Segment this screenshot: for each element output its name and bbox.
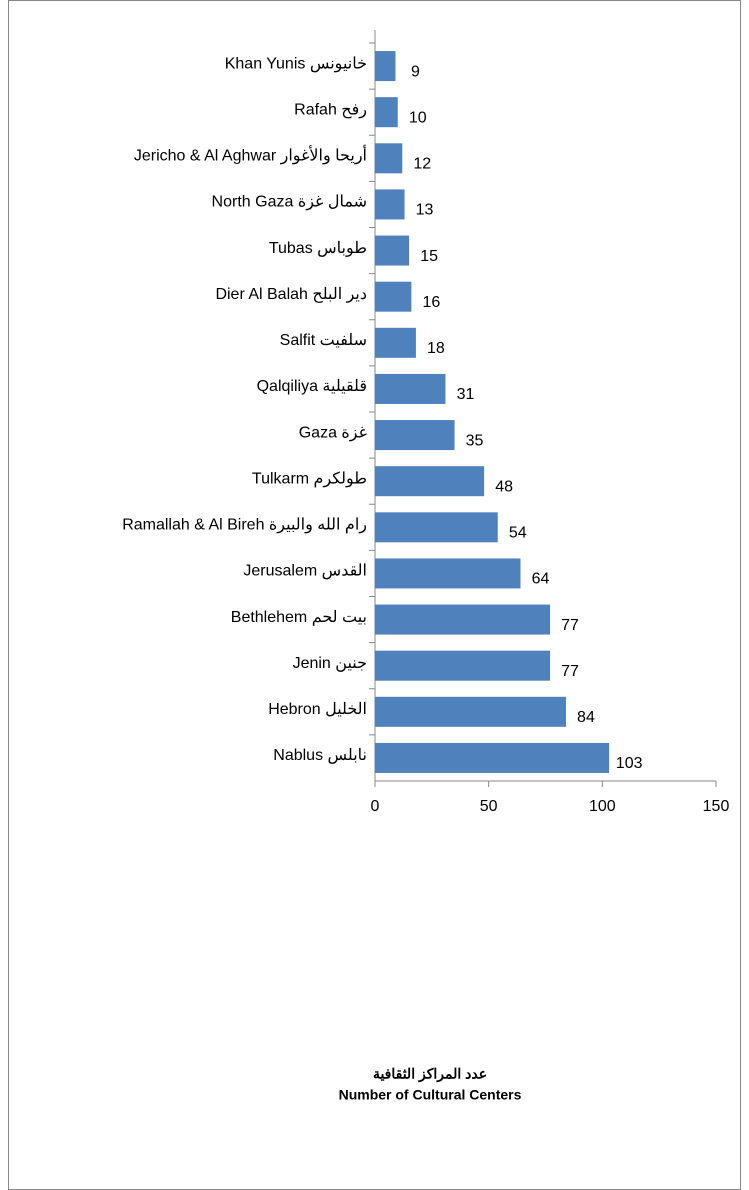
bar [375,143,403,174]
bar [375,51,396,82]
x-tick-label: 0 [371,798,380,815]
data-label: 48 [495,478,513,495]
bar [375,742,610,773]
y-tick-label: Ramallah & Al Bireh رام الله والبيرة [122,517,367,534]
y-tick-label: Bethlehem بيت لحم [231,609,367,626]
y-tick-label: Qalqiliya قلقيلية [257,378,367,395]
y-tick-label: Jericho & Al Aghwar أريحا والأغوار [134,145,367,165]
x-axis-label: Number of Cultural Centers [339,1087,522,1103]
data-label: 15 [420,248,438,265]
y-tick-label: Jenin جنين [293,655,367,672]
y-tick-label: Jerusalem القدس [243,563,367,580]
bar [375,650,551,681]
bar [375,420,455,451]
bar [375,604,551,635]
data-label: 31 [457,386,475,403]
data-label: 77 [561,617,579,634]
data-label: 13 [416,202,434,219]
bar [375,558,521,589]
bar [375,466,485,497]
bar [375,235,410,266]
x-tick-label: 150 [703,798,730,815]
y-tick-label: Rafah رفح [294,101,367,118]
y-tick-label: Dier Al Balah دير البلح [215,286,367,303]
y-tick-label: Khan Yunis خانيونس [225,55,367,72]
y-tick-label: Gaza غزة [299,424,367,441]
bar [375,97,398,128]
data-label: 16 [422,294,440,311]
data-label: 9 [411,63,420,80]
bar [375,281,412,312]
y-tick-label: Tulkarm طولكرم [252,470,367,487]
y-tick-label: Nablus نابلس [273,747,367,764]
data-label: 54 [509,525,527,542]
bar [375,696,566,727]
bar [375,189,405,220]
x-axis-label-ar: عدد المراكز الثقافية [373,1066,487,1083]
y-tick-label: Hebron الخليل [268,701,367,718]
x-tick-label: 50 [480,798,498,815]
data-label: 84 [577,709,595,726]
y-tick-label: North Gaza شمال غزة [212,194,367,211]
x-tick-label: 100 [589,798,616,815]
y-tick-label: Salfit سلفيت [280,332,367,349]
data-label: 10 [409,109,427,126]
bar [375,327,416,358]
data-label: 35 [466,432,484,449]
data-label: 77 [561,663,579,680]
y-tick-label: Tubas طوباس [269,240,367,257]
data-label: 64 [532,571,550,588]
bar [375,373,446,404]
data-label: 12 [413,156,431,173]
bar [375,512,498,543]
data-label: 103 [616,755,643,772]
data-label: 18 [427,340,445,357]
